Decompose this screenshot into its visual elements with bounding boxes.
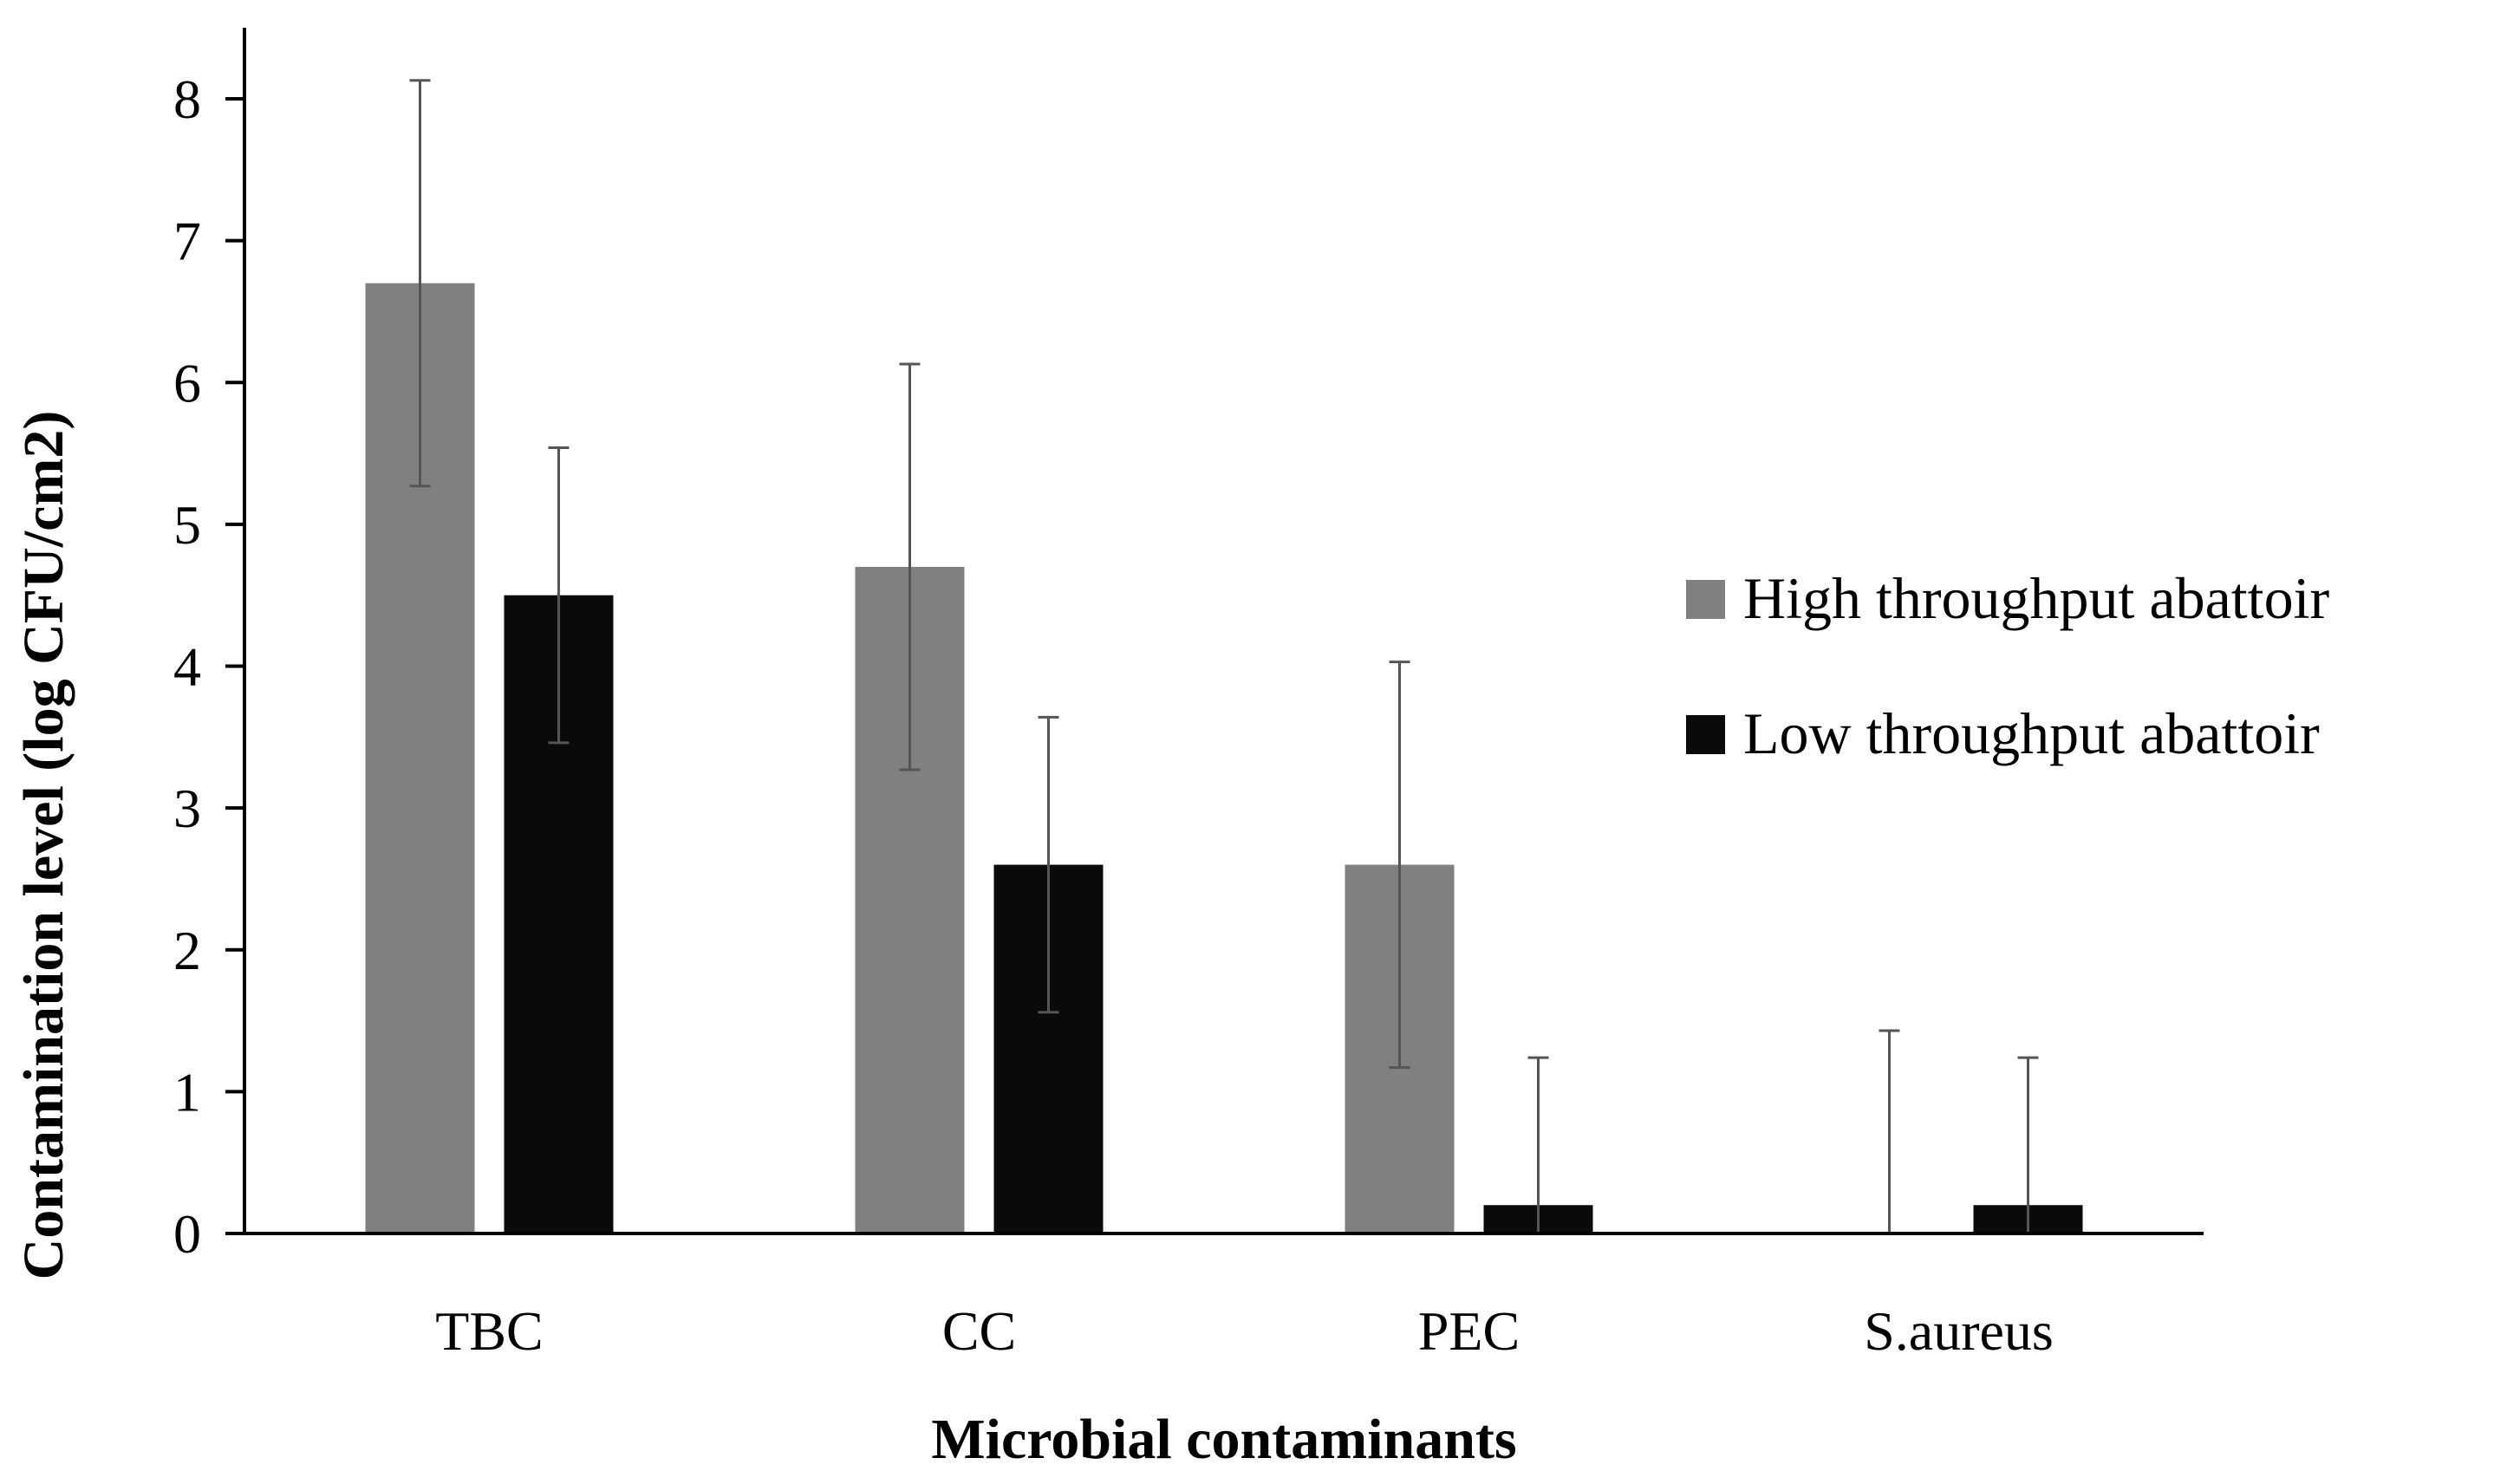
x-category-label: S.aureus (1864, 1300, 2054, 1362)
y-tick-label: 6 (173, 352, 201, 413)
y-tick-label: 1 (173, 1061, 201, 1123)
x-category-label: CC (942, 1300, 1016, 1362)
legend-swatch (1686, 715, 1725, 754)
x-category-labels: TBC CC PEC S.aureus (435, 1300, 2054, 1362)
legend: High throughput abattoir Low throughput a… (1686, 565, 2329, 766)
legend-label: High throughput abattoir (1743, 565, 2329, 631)
x-axis-title: Microbial contaminants (931, 1408, 1516, 1471)
x-category-label: TBC (435, 1300, 543, 1362)
legend-label: Low throughput abattoir (1743, 700, 2320, 766)
y-tick-label: 5 (173, 494, 201, 556)
y-tick-label: 3 (173, 778, 201, 839)
x-category-label: PEC (1418, 1300, 1520, 1362)
y-axis-title: Contamination level (log CFU/cm2) (12, 411, 75, 1280)
y-tick-label: 7 (173, 211, 201, 272)
y-tick-label: 4 (173, 636, 201, 698)
y-ticks: 0 1 2 3 4 5 6 7 8 (173, 68, 244, 1265)
y-tick-label: 0 (173, 1203, 201, 1265)
error-bars (409, 79, 2039, 1233)
y-tick-label: 8 (173, 68, 201, 130)
axes (243, 28, 2204, 1235)
legend-swatch (1686, 580, 1725, 619)
y-tick-label: 2 (173, 920, 201, 981)
